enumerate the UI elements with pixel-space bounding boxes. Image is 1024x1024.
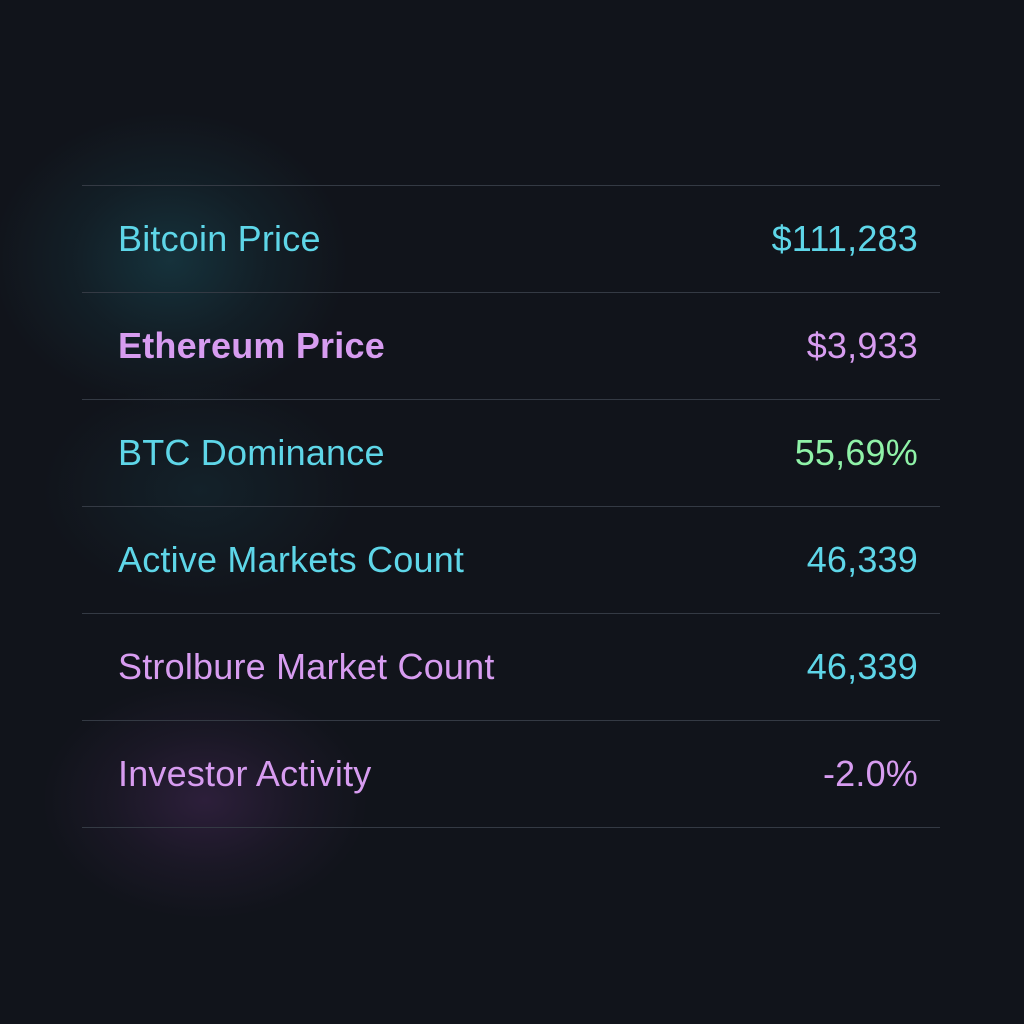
stat-value: $111,283 bbox=[771, 218, 918, 259]
stat-value: 46,339 bbox=[806, 646, 918, 687]
stats-table: Bitcoin Price $111,283 Ethereum Price $3… bbox=[82, 185, 940, 828]
stat-row-bitcoin-price: Bitcoin Price $111,283 bbox=[82, 186, 940, 293]
stat-row-strolbure-market-count: Strolbure Market Count 46,339 bbox=[82, 614, 940, 721]
stat-value: $3,933 bbox=[806, 325, 918, 366]
stat-value: 46,339 bbox=[806, 539, 918, 580]
stat-label: Strolbure Market Count bbox=[118, 646, 495, 687]
stat-value: -2.0% bbox=[822, 753, 918, 794]
stat-row-investor-activity: Investor Activity -2.0% bbox=[82, 721, 940, 828]
stat-row-ethereum-price: Ethereum Price $3,933 bbox=[82, 293, 940, 400]
stat-value: 55,69% bbox=[794, 432, 918, 473]
stat-row-active-markets-count: Active Markets Count 46,339 bbox=[82, 507, 940, 614]
stat-label: Active Markets Count bbox=[118, 539, 465, 580]
stat-label: Ethereum Price bbox=[118, 325, 385, 366]
stat-label: Bitcoin Price bbox=[118, 218, 321, 259]
stat-label: Investor Activity bbox=[118, 753, 372, 794]
stat-row-btc-dominance: BTC Dominance 55,69% bbox=[82, 400, 940, 507]
stat-label: BTC Dominance bbox=[118, 432, 385, 473]
